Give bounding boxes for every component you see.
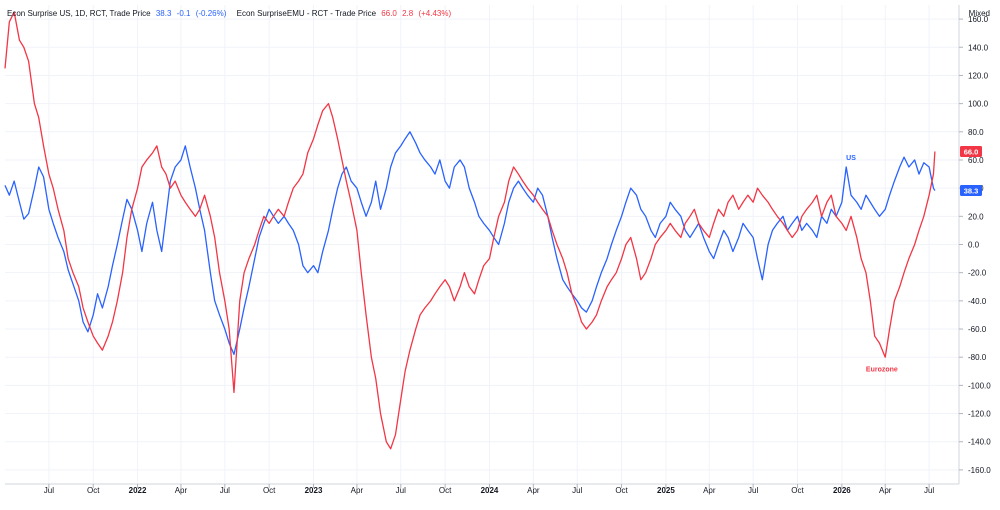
- x-tick-label: Apr: [703, 486, 716, 495]
- legend-us-name: Econ Surprise US, 1D, RCT, Trade Price: [7, 9, 151, 18]
- last-value-badge: [960, 185, 982, 197]
- x-tick-label: Jul: [924, 486, 934, 495]
- legend-item-emu[interactable]: Econ SurpriseEMU - RCT - Trade Price 66.…: [237, 9, 452, 18]
- y-tick-label: -80.0: [968, 353, 987, 362]
- y-tick-label: -100.0: [968, 381, 991, 390]
- chart-legend: Econ Surprise US, 1D, RCT, Trade Price 3…: [7, 9, 459, 18]
- x-tick-label: Jul: [748, 486, 758, 495]
- x-tick-label: Oct: [263, 486, 276, 495]
- series-line-eurozone[interactable]: [4, 11, 936, 450]
- legend-emu-change: 2.8: [402, 9, 414, 18]
- annotation-us: US: [846, 155, 856, 162]
- x-tick-label: 2022: [129, 486, 147, 495]
- x-tick-label: Apr: [175, 486, 188, 495]
- last-value-text: 66.0: [964, 148, 979, 157]
- legend-us-pct: (-0.26%): [195, 9, 227, 18]
- y-tick-label: -160.0: [968, 466, 991, 475]
- legend-us-change: -0.1: [176, 9, 191, 18]
- x-tick-label: 2023: [305, 486, 323, 495]
- y-tick-label: -40.0: [968, 297, 987, 306]
- time-axis[interactable]: Jul Oct 2022 Apr Jul Oct 2023 Apr Jul Oct 2024 Apr J…: [44, 484, 935, 495]
- last-value-labels: 38.3 66.0: [960, 146, 982, 197]
- x-tick-label: Apr: [351, 486, 364, 495]
- x-tick-label: 2024: [481, 486, 499, 495]
- y-tick-label: 60.0: [968, 156, 984, 165]
- x-tick-label: Oct: [791, 486, 804, 495]
- series-line-us[interactable]: [4, 131, 936, 356]
- legend-item-us[interactable]: Econ Surprise US, 1D, RCT, Trade Price 3…: [7, 9, 229, 18]
- last-value-text: 38.3: [964, 187, 979, 196]
- price-axis[interactable]: 160.0140.0120.0100.080.060.040.020.00.0-…: [959, 15, 991, 475]
- x-tick-label: 2026: [833, 486, 851, 495]
- y-tick-label: 80.0: [968, 128, 984, 137]
- y-tick-label: 100.0: [968, 100, 989, 109]
- legend-us-last: 38.3: [155, 9, 172, 18]
- scale-mode-label[interactable]: Mixed: [968, 9, 990, 18]
- y-tick-label: 160.0: [968, 15, 989, 24]
- series-annotations: US Eurozone: [846, 155, 898, 373]
- annotation-eurozone: Eurozone: [866, 366, 898, 373]
- series-lines: [4, 11, 936, 450]
- legend-emu-name: Econ SurpriseEMU - RCT - Trade Price: [236, 9, 377, 18]
- x-tick-label: Jul: [44, 486, 54, 495]
- x-tick-label: Oct: [439, 486, 452, 495]
- y-tick-label: 140.0: [968, 43, 989, 52]
- y-tick-label: -120.0: [968, 410, 991, 419]
- y-tick-label: -60.0: [968, 325, 987, 334]
- y-tick-label: 120.0: [968, 71, 989, 80]
- x-tick-label: Jul: [396, 486, 406, 495]
- y-tick-label: 20.0: [968, 212, 984, 221]
- x-tick-label: Jul: [220, 486, 230, 495]
- y-tick-label: -20.0: [968, 269, 987, 278]
- y-tick-label: 0.0: [968, 241, 980, 250]
- x-tick-label: 2025: [657, 486, 675, 495]
- x-tick-label: Oct: [87, 486, 100, 495]
- legend-emu-last: 66.0: [381, 9, 397, 18]
- x-tick-label: Jul: [572, 486, 582, 495]
- x-tick-label: Apr: [879, 486, 892, 495]
- chart-grid: [5, 5, 959, 484]
- y-tick-label: -140.0: [968, 438, 991, 447]
- x-tick-label: Apr: [527, 486, 540, 495]
- legend-emu-pct: (+4.43%): [418, 9, 452, 18]
- last-value-badge: [960, 146, 982, 158]
- x-tick-label: Oct: [615, 486, 628, 495]
